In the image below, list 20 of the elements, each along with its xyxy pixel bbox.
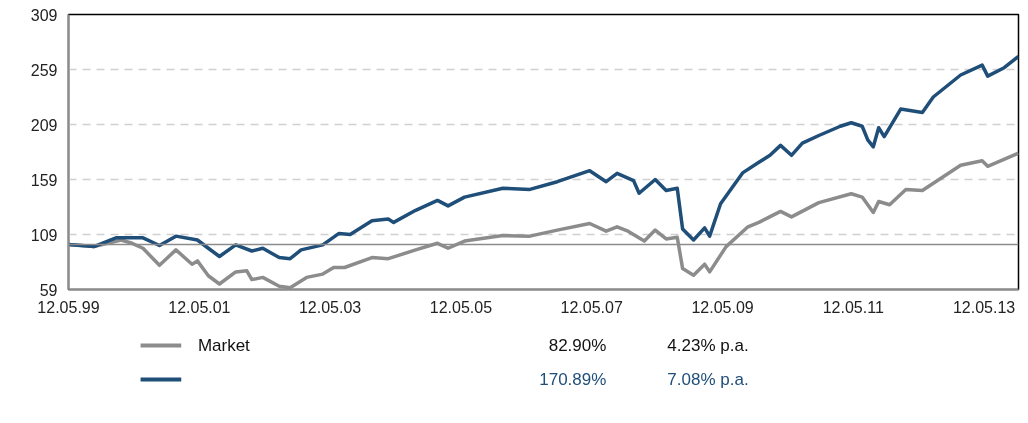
y-tick-label: 309 <box>30 6 58 24</box>
line-series <box>68 54 1019 261</box>
text: 7.08% p.a. <box>667 370 749 389</box>
x-tick-label: 12.05.05 <box>429 298 493 316</box>
y-tick-label: 109 <box>30 226 58 244</box>
text: 170.89% <box>539 370 607 389</box>
x-tick-label: 12.05.99 <box>37 298 100 316</box>
x-tick-label: 12.05.11 <box>822 298 884 316</box>
x-tick-label: 12.05.13 <box>952 298 1016 316</box>
x-tick-label: 12.05.01 <box>168 298 231 316</box>
y-tick-label: 159 <box>30 171 58 189</box>
text: 82.90% <box>548 336 607 355</box>
text: 4.23% p.a. <box>667 336 749 355</box>
legend-label: Market <box>197 336 251 355</box>
x-tick-label: 12.05.03 <box>298 298 362 316</box>
y-tick-label: 259 <box>30 61 58 79</box>
x-tick-label: 12.05.09 <box>691 298 754 316</box>
y-tick-label: 209 <box>30 116 58 134</box>
x-tick-label: 12.05.07 <box>560 298 623 316</box>
y-tick-label: 59 <box>39 281 58 299</box>
